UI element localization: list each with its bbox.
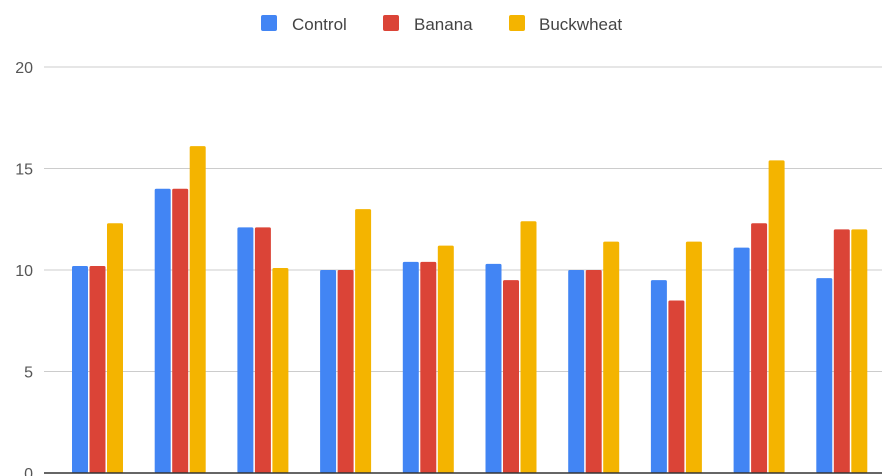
legend-label-banana: Banana (414, 15, 473, 34)
bar-control-5[interactable] (402, 261, 419, 473)
bar-buckwheat-4[interactable] (355, 209, 372, 473)
bar-control-1[interactable] (72, 265, 88, 473)
bar-control-8[interactable] (650, 280, 667, 473)
y-tick-label: 0 (24, 466, 33, 476)
bar-control-4[interactable] (320, 270, 337, 473)
bar-control-2[interactable] (154, 188, 171, 474)
bar-buckwheat-5[interactable] (437, 245, 454, 473)
bar-banana-2[interactable] (172, 188, 189, 474)
bar-banana-10[interactable] (833, 229, 850, 473)
legend-swatch-banana (383, 15, 399, 31)
legend: Control Banana Buckwheat (261, 15, 622, 34)
bar-buckwheat-10[interactable] (851, 229, 868, 473)
bar-buckwheat-8[interactable] (685, 241, 702, 473)
bar-buckwheat-2[interactable] (189, 146, 206, 474)
bar-buckwheat-7[interactable] (603, 241, 620, 473)
y-tick-label: 20 (15, 60, 33, 77)
bar-buckwheat-6[interactable] (520, 221, 537, 473)
bar-banana-5[interactable] (420, 261, 437, 473)
y-tick-label: 5 (24, 365, 33, 382)
bar-banana-8[interactable] (668, 300, 685, 473)
bar-banana-4[interactable] (337, 270, 354, 473)
bar-buckwheat-3[interactable] (272, 267, 289, 473)
legend-swatch-control (261, 15, 277, 31)
bars (72, 146, 868, 474)
y-tick-label: 10 (15, 263, 33, 280)
legend-label-buckwheat: Buckwheat (539, 15, 622, 34)
bar-banana-7[interactable] (585, 270, 602, 473)
bar-banana-9[interactable] (751, 223, 768, 473)
bar-control-9[interactable] (733, 247, 750, 473)
bar-control-10[interactable] (816, 278, 833, 473)
bar-banana-3[interactable] (254, 227, 271, 473)
y-tick-label: 15 (15, 162, 33, 179)
bar-control-7[interactable] (568, 270, 585, 473)
bar-control-6[interactable] (485, 263, 502, 473)
y-axis-ticks: 0 5 10 15 20 (15, 60, 33, 476)
bar-banana-6[interactable] (503, 280, 519, 473)
bar-banana-1[interactable] (89, 265, 106, 473)
bar-buckwheat-9[interactable] (768, 160, 785, 473)
bar-buckwheat-1[interactable] (107, 223, 123, 473)
legend-label-control: Control (292, 15, 347, 34)
legend-swatch-buckwheat (509, 15, 525, 31)
bar-control-3[interactable] (237, 227, 254, 473)
